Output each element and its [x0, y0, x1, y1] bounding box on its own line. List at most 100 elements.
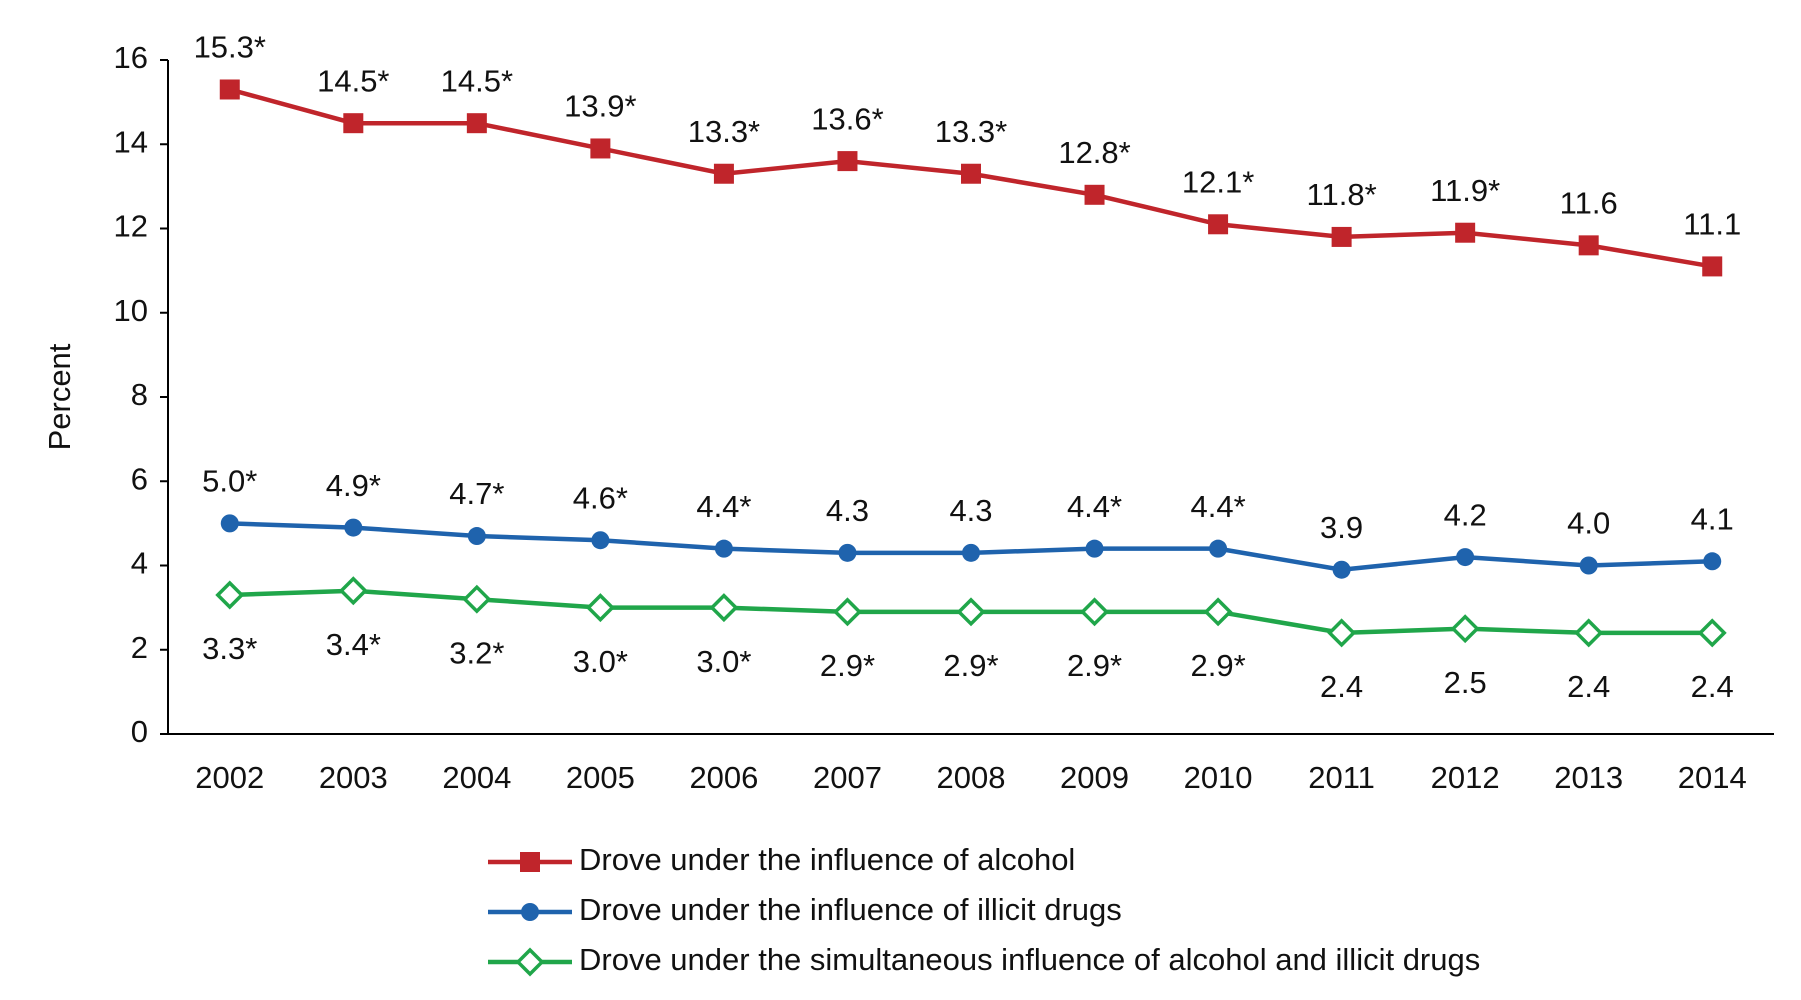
data-label: 11.6 — [1560, 186, 1618, 221]
x-tick-label: 2006 — [689, 760, 758, 795]
y-tick-label: 12 — [114, 209, 148, 244]
data-label: 13.3* — [935, 114, 1007, 149]
data-label: 4.7* — [449, 476, 504, 511]
data-label: 4.4* — [1190, 489, 1245, 524]
data-point — [1209, 539, 1228, 558]
data-point — [709, 593, 739, 623]
x-tick-label: 2010 — [1184, 760, 1253, 795]
data-point — [1697, 618, 1727, 648]
data-point — [1579, 556, 1598, 575]
x-tick-label: 2004 — [442, 760, 511, 795]
data-point — [1080, 597, 1110, 627]
legend-label: Drove under the influence of alcohol — [579, 842, 1075, 877]
data-label: 11.9* — [1430, 173, 1500, 208]
data-label: 4.6* — [573, 480, 628, 515]
data-label: 5.0* — [202, 464, 257, 499]
data-point — [215, 580, 245, 610]
data-label: 2.4 — [1691, 669, 1734, 704]
data-label: 2.4 — [1567, 669, 1610, 704]
x-tick-label: 2002 — [195, 760, 264, 795]
data-label: 11.8* — [1307, 177, 1377, 212]
data-point — [1574, 618, 1604, 648]
data-point — [338, 576, 368, 606]
y-tick-label: 8 — [131, 377, 148, 412]
data-point — [1332, 560, 1351, 579]
data-point — [714, 539, 733, 558]
data-point — [219, 79, 240, 100]
data-label: 14.5* — [317, 63, 389, 98]
data-label: 4.4* — [1067, 489, 1122, 524]
y-tick-label: 4 — [131, 546, 148, 581]
data-point — [343, 113, 364, 134]
y-axis-label: Percent — [42, 343, 77, 450]
legend-marker — [521, 903, 539, 921]
data-point — [1703, 552, 1722, 571]
data-label: 15.3* — [194, 30, 266, 65]
legend-label: Drove under the influence of illicit dru… — [579, 892, 1122, 927]
data-point — [962, 543, 980, 562]
data-label: 12.8* — [1058, 135, 1130, 170]
data-point — [961, 163, 981, 184]
data-label: 12.1* — [1182, 164, 1254, 199]
data-label: 2.5 — [1444, 665, 1487, 700]
data-label: 13.9* — [564, 89, 636, 124]
data-label: 3.2* — [449, 635, 504, 670]
data-point — [466, 113, 487, 134]
data-label: 2.9* — [1190, 648, 1245, 683]
data-label: 3.0* — [573, 644, 628, 679]
data-label: 4.2 — [1444, 497, 1487, 532]
data-point — [1331, 226, 1352, 247]
data-point — [462, 584, 492, 614]
legend-marker — [520, 852, 540, 872]
x-tick-label: 2014 — [1678, 760, 1747, 795]
data-point — [838, 543, 857, 562]
y-tick-label: 10 — [114, 293, 148, 328]
data-label: 2.9* — [820, 648, 875, 683]
x-tick-label: 2003 — [319, 760, 388, 795]
y-tick-label: 14 — [114, 124, 148, 159]
data-label: 4.1 — [1691, 501, 1734, 536]
data-point — [713, 163, 734, 184]
data-label: 13.6* — [811, 101, 883, 136]
data-point — [585, 593, 615, 623]
x-tick-label: 2011 — [1308, 760, 1375, 795]
data-label: 2.4 — [1320, 669, 1363, 704]
data-point — [832, 597, 862, 627]
data-label: 4.4* — [696, 489, 751, 524]
data-point — [1327, 618, 1357, 648]
legend-label: Drove under the simultaneous influence o… — [579, 942, 1480, 977]
data-label: 4.0 — [1567, 506, 1610, 541]
x-tick-label: 2012 — [1431, 760, 1500, 795]
data-label: 4.3 — [826, 493, 869, 528]
data-point — [1702, 256, 1723, 277]
y-tick-label: 2 — [131, 630, 148, 665]
data-label: 3.9 — [1320, 510, 1363, 545]
data-point — [591, 531, 610, 550]
data-label: 3.0* — [696, 644, 751, 679]
data-label: 2.9* — [943, 648, 998, 683]
data-label: 3.4* — [326, 627, 381, 662]
data-point — [590, 138, 611, 159]
data-point — [1085, 539, 1104, 558]
y-tick-label: 0 — [131, 714, 148, 749]
data-point — [1208, 214, 1229, 235]
x-tick-label: 2005 — [566, 760, 635, 795]
data-label: 14.5* — [441, 63, 513, 98]
data-point — [1456, 548, 1475, 567]
data-point — [1084, 184, 1105, 205]
x-tick-label: 2007 — [813, 760, 882, 795]
data-label: 4.9* — [326, 468, 381, 503]
y-tick-label: 6 — [131, 461, 148, 496]
data-point — [837, 151, 858, 172]
data-point — [467, 527, 486, 546]
y-tick-label: 16 — [114, 40, 148, 75]
data-label: 11.1 — [1683, 207, 1741, 242]
data-point — [1203, 597, 1233, 627]
data-point — [220, 514, 239, 533]
x-tick-label: 2013 — [1554, 760, 1623, 795]
data-point — [1455, 222, 1476, 243]
data-point — [956, 597, 986, 627]
x-tick-label: 2008 — [937, 760, 1006, 795]
